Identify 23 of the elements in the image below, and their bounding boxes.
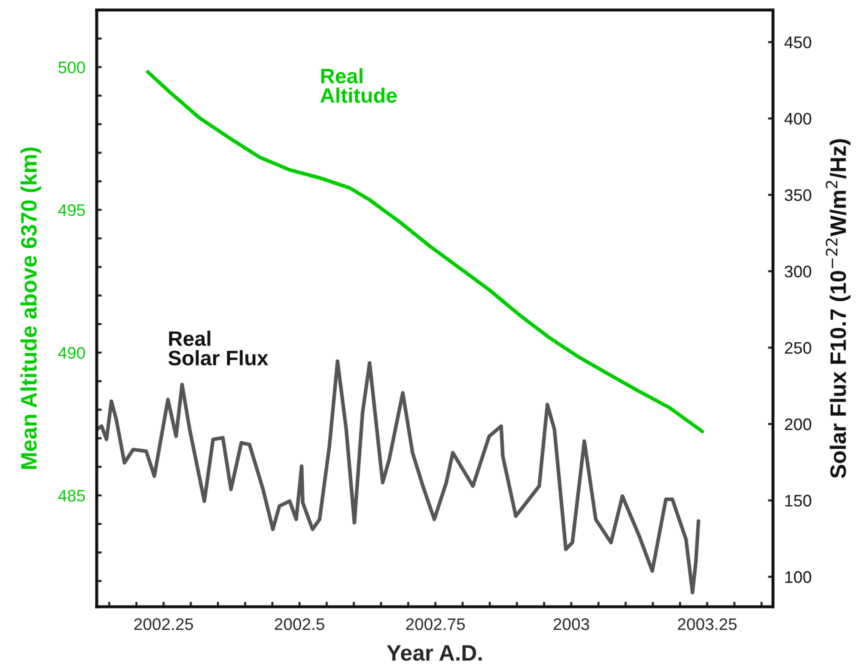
x-tick-label: 2003 (554, 618, 590, 630)
y-axis-title: Mean Altitude above 6370 (km) (20, 147, 42, 469)
x-axis-title: Year A.D. (386, 645, 482, 661)
y2-tick-label: 350 (784, 189, 812, 202)
y2-tick-label: 150 (785, 494, 812, 507)
series-label: Real Solar Flux (168, 330, 268, 366)
y-tick-label: 485 (58, 490, 85, 502)
x-tick-label: 2002.25 (134, 618, 194, 630)
x-tick-label: 2003.25 (678, 618, 737, 630)
y-tick-label: 500 (58, 61, 85, 74)
x-tick-label: 2002.75 (406, 618, 465, 630)
y2-tick-label: 100 (785, 571, 812, 583)
y-tick-label: 490 (58, 347, 85, 359)
line-series (146, 70, 704, 434)
y2-tick-label: 250 (784, 342, 812, 354)
y-tick-label: 495 (58, 204, 85, 216)
y2-axis-title: Solar Flux F10.7 (10$^{−22}$W/m$^{2}$/Hz) (826, 139, 850, 478)
y2-tick-label: 450 (784, 36, 812, 48)
text: Real Altitude (320, 68, 397, 103)
y2-tick-label: 200 (784, 418, 812, 430)
x-tick-label: 2002.5 (274, 618, 324, 630)
y2-tick-label: 300 (784, 266, 812, 278)
y2-tick-label: 400 (784, 112, 812, 125)
